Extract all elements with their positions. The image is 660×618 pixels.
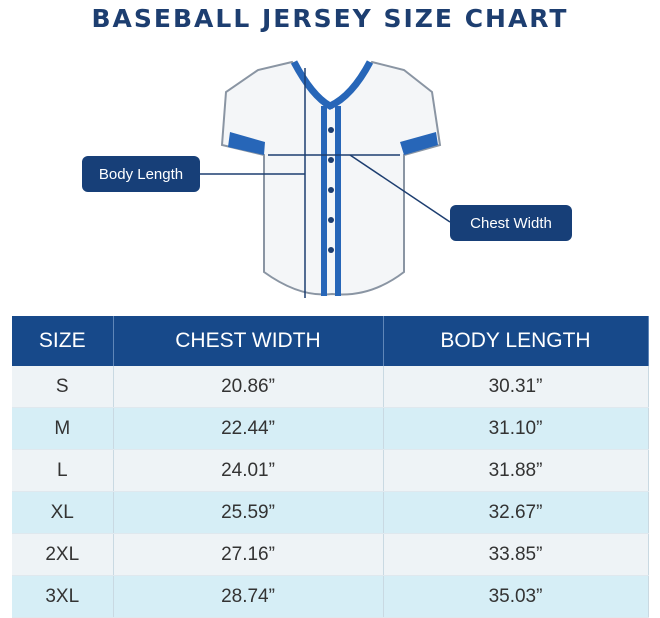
table-cell: XL xyxy=(12,491,114,534)
column-header: BODY LENGTH xyxy=(383,316,649,366)
jersey-diagram xyxy=(200,60,451,298)
table-cell: 2XL xyxy=(12,533,114,576)
table-cell: 25.59” xyxy=(113,491,384,534)
body-length-label: Body Length xyxy=(82,156,200,192)
table-cell: 28.74” xyxy=(113,575,384,618)
table-cell: 33.85” xyxy=(383,533,649,576)
table-cell: 31.88” xyxy=(383,449,649,492)
table-row: XL 25.59” 32.67” xyxy=(12,491,649,534)
table-cell: 35.03” xyxy=(383,575,649,618)
header-row: SIZE CHEST WIDTH BODY LENGTH xyxy=(12,316,649,366)
table-cell: 32.67” xyxy=(383,491,649,534)
size-table: SIZE CHEST WIDTH BODY LENGTH S 20.86” 30.3… xyxy=(12,316,649,618)
title: BASEBALL JERSEY SIZE CHART xyxy=(91,4,569,33)
column-header: CHEST WIDTH xyxy=(113,316,384,366)
chest-width-label: Chest Width xyxy=(450,205,572,241)
table-body: S 20.86” 30.31” M 22.44” 31.10” L 24.01” 31.88” X… xyxy=(12,366,649,618)
table-row: M 22.44” 31.10” xyxy=(12,407,649,450)
table-cell: 27.16” xyxy=(113,533,384,576)
table-cell: 31.10” xyxy=(383,407,649,450)
table-cell: 22.44” xyxy=(113,407,384,450)
table-cell: S xyxy=(12,366,114,408)
table-cell: 3XL xyxy=(12,575,114,618)
table-row: 3XL 28.74” 35.03” xyxy=(12,575,649,618)
table-cell: 24.01” xyxy=(113,449,384,492)
column-header: SIZE xyxy=(12,316,114,366)
table-row: L 24.01” 31.88” xyxy=(12,449,649,492)
table-cell: L xyxy=(12,449,114,492)
table-row: S 20.86” 30.31” xyxy=(12,366,649,408)
table-cell: M xyxy=(12,407,114,450)
table-cell: 20.86” xyxy=(113,366,384,408)
table-cell: 30.31” xyxy=(383,366,649,408)
table-row: 2XL 27.16” 33.85” xyxy=(12,533,649,576)
